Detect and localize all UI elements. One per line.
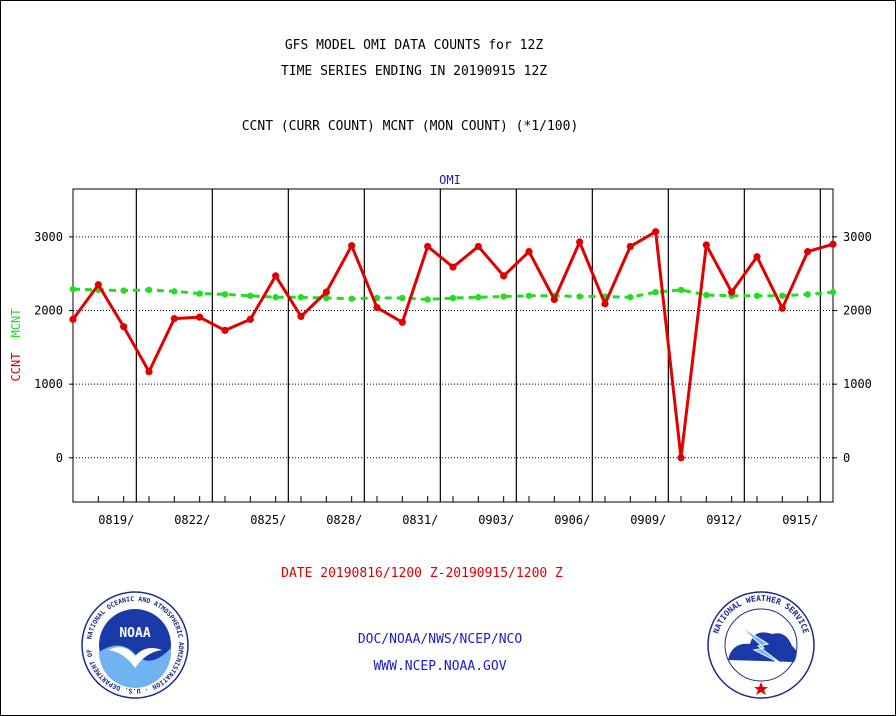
point-ccnt bbox=[246, 315, 254, 323]
y-axis-label: CCNT MCNT bbox=[9, 309, 23, 382]
point-mcnt bbox=[69, 285, 77, 293]
point-mcnt bbox=[779, 292, 786, 299]
point-ccnt bbox=[474, 242, 482, 251]
point-ccnt bbox=[829, 240, 837, 248]
y-tick-label-left: 3000 bbox=[34, 230, 63, 244]
point-ccnt bbox=[525, 248, 533, 256]
point-mcnt bbox=[449, 294, 457, 302]
point-ccnt bbox=[94, 281, 102, 289]
point-ccnt bbox=[550, 295, 558, 304]
point-mcnt bbox=[297, 294, 305, 301]
point-mcnt bbox=[829, 288, 837, 296]
point-ccnt bbox=[753, 253, 761, 261]
point-ccnt bbox=[297, 312, 305, 321]
point-ccnt bbox=[652, 228, 660, 236]
point-ccnt bbox=[272, 272, 280, 280]
nws-logo: NATIONAL WEATHER SERVICE bbox=[707, 591, 815, 699]
point-mcnt bbox=[576, 293, 583, 300]
point-mcnt bbox=[196, 290, 203, 297]
chart-title-line-3: CCNT (CURR COUNT) MCNT (MON COUNT) (*1/1… bbox=[241, 119, 579, 134]
point-ccnt bbox=[170, 315, 178, 323]
point-ccnt bbox=[348, 242, 356, 250]
point-ccnt bbox=[69, 315, 77, 323]
point-mcnt bbox=[627, 294, 634, 301]
noaa-logo: NATIONAL OCEANIC AND ATMOSPHERIC ADMINIS… bbox=[80, 590, 189, 699]
point-ccnt bbox=[626, 242, 634, 251]
x-tick-label: 0903/ bbox=[478, 513, 514, 527]
y-tick-label-left: 2000 bbox=[34, 304, 63, 318]
chart-title-line-2: TIME SERIES ENDING IN 20190915 12Z bbox=[280, 64, 548, 79]
point-ccnt bbox=[398, 318, 406, 326]
point-mcnt bbox=[247, 292, 254, 299]
point-mcnt bbox=[475, 294, 482, 301]
x-tick-label: 0822/ bbox=[174, 513, 210, 527]
website-link[interactable]: WWW.NCEP.NOAA.GOV bbox=[373, 659, 507, 674]
point-mcnt bbox=[323, 294, 330, 302]
point-mcnt bbox=[703, 291, 710, 299]
chart-subtitle: OMI bbox=[439, 173, 461, 187]
point-mcnt bbox=[652, 288, 659, 296]
point-mcnt bbox=[753, 292, 761, 299]
x-tick-label: 0819/ bbox=[98, 513, 134, 527]
x-tick-label: 0915/ bbox=[782, 513, 818, 527]
point-mcnt bbox=[500, 293, 507, 300]
point-mcnt bbox=[272, 294, 279, 301]
y-tick-label-right: 0 bbox=[843, 451, 850, 465]
x-tick-label: 0828/ bbox=[326, 513, 362, 527]
chart-title-line-1: GFS MODEL OMI DATA COUNTS for 12Z bbox=[284, 38, 544, 53]
noaa-logo-text: NOAA bbox=[119, 626, 150, 641]
point-ccnt bbox=[576, 238, 584, 246]
point-mcnt bbox=[804, 291, 811, 298]
point-ccnt bbox=[196, 313, 204, 321]
point-ccnt bbox=[778, 304, 786, 312]
x-tick-label: 0831/ bbox=[402, 513, 438, 527]
point-ccnt bbox=[728, 288, 736, 296]
y-tick-label-left: 0 bbox=[56, 451, 63, 465]
date-range-label: DATE 20190816/1200 Z-20190915/1200 Z bbox=[281, 566, 563, 581]
point-mcnt bbox=[171, 288, 178, 295]
point-ccnt bbox=[601, 300, 609, 308]
point-ccnt bbox=[373, 303, 381, 312]
point-ccnt bbox=[500, 272, 508, 280]
y-tick-label-right: 2000 bbox=[843, 304, 872, 318]
point-mcnt bbox=[221, 291, 229, 298]
point-mcnt bbox=[399, 294, 406, 302]
point-mcnt bbox=[348, 295, 355, 302]
x-tick-label: 0906/ bbox=[554, 513, 590, 527]
time-series-chart: 0 0 1000 1000 2000 2000 3000 3000 0819/0822/0825… bbox=[9, 173, 872, 527]
y-axis-label-ccnt: CCNT bbox=[9, 353, 23, 382]
point-mcnt bbox=[145, 286, 153, 294]
point-mcnt bbox=[525, 292, 533, 299]
org-label: DOC/NOAA/NWS/NCEP/NCO bbox=[357, 632, 523, 647]
point-mcnt bbox=[677, 286, 685, 294]
point-ccnt bbox=[120, 323, 128, 331]
point-ccnt bbox=[322, 288, 330, 296]
y-tick-label-left: 1000 bbox=[34, 377, 63, 391]
point-ccnt bbox=[145, 368, 153, 376]
point-ccnt bbox=[677, 454, 685, 462]
point-mcnt bbox=[120, 287, 127, 294]
y-tick-label-right: 3000 bbox=[843, 230, 872, 244]
x-tick-label: 0825/ bbox=[250, 513, 286, 527]
plot-area bbox=[72, 188, 834, 503]
point-ccnt bbox=[449, 263, 457, 271]
point-mcnt bbox=[424, 296, 431, 303]
point-ccnt bbox=[221, 326, 229, 335]
point-ccnt bbox=[424, 242, 432, 251]
point-ccnt bbox=[702, 241, 710, 249]
point-mcnt bbox=[373, 294, 381, 302]
x-tick-label: 0912/ bbox=[706, 513, 742, 527]
y-axis-label-mcnt: MCNT bbox=[9, 309, 23, 338]
point-ccnt bbox=[804, 248, 812, 256]
x-tick-label: 0909/ bbox=[630, 513, 666, 527]
y-tick-label-right: 1000 bbox=[843, 377, 872, 391]
